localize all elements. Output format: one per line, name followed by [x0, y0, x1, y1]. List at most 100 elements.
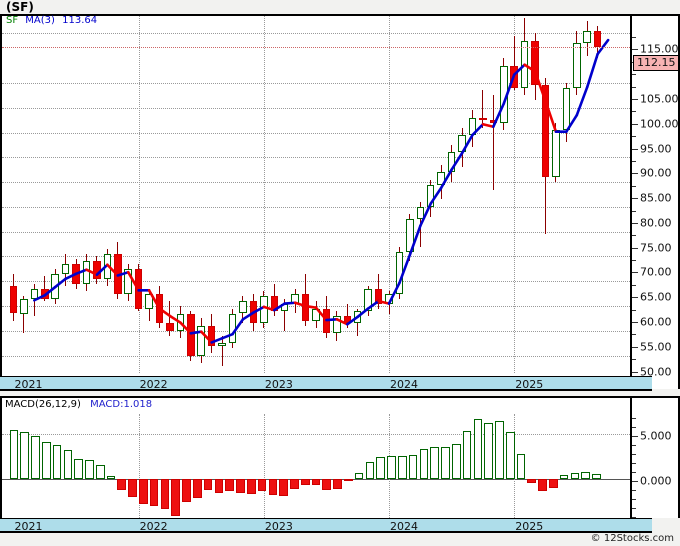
candle-up[interactable]: [416, 206, 425, 220]
candle-up[interactable]: [176, 313, 185, 331]
candle-up[interactable]: [61, 263, 70, 274]
price-plot-area[interactable]: [2, 16, 630, 373]
macd-bar-positive[interactable]: [20, 432, 29, 480]
candle-down[interactable]: [114, 254, 122, 294]
macd-bar-positive[interactable]: [559, 475, 569, 480]
candle-up[interactable]: [406, 219, 414, 252]
candle-up[interactable]: [458, 135, 466, 153]
macd-bar-positive[interactable]: [473, 419, 483, 480]
candle-down[interactable]: [155, 293, 164, 324]
macd-bar-positive[interactable]: [31, 435, 40, 480]
candle-up[interactable]: [500, 65, 508, 123]
candle-up[interactable]: [364, 288, 372, 312]
candle-up[interactable]: [218, 343, 226, 346]
macd-bar-positive[interactable]: [398, 455, 407, 480]
candle-down[interactable]: [593, 30, 602, 48]
candle-up[interactable]: [562, 87, 571, 131]
candle-up[interactable]: [437, 172, 445, 185]
candle-up[interactable]: [573, 43, 581, 88]
candle-up[interactable]: [260, 296, 268, 324]
candle-up[interactable]: [468, 117, 477, 135]
candle-up[interactable]: [30, 288, 39, 299]
macd-bar-negative[interactable]: [538, 479, 547, 491]
macd-bar-negative[interactable]: [322, 479, 332, 490]
candle-down[interactable]: [207, 325, 216, 346]
macd-bar-negative[interactable]: [225, 479, 234, 491]
macd-bar-negative[interactable]: [246, 479, 256, 494]
candle-down[interactable]: [41, 288, 49, 299]
macd-bar-positive[interactable]: [9, 430, 19, 480]
candle-down[interactable]: [322, 308, 331, 334]
macd-bar-positive[interactable]: [74, 459, 83, 480]
candle-up[interactable]: [552, 130, 560, 178]
macd-bar-negative[interactable]: [160, 479, 170, 509]
macd-bar-positive[interactable]: [592, 474, 601, 480]
candle-down[interactable]: [374, 288, 383, 304]
macd-bar-positive[interactable]: [63, 450, 73, 480]
candle-up[interactable]: [385, 293, 393, 304]
macd-bar-positive[interactable]: [430, 446, 439, 480]
candle-down[interactable]: [134, 268, 143, 309]
macd-bar-negative[interactable]: [300, 479, 310, 486]
candle-up[interactable]: [20, 298, 28, 314]
macd-bar-negative[interactable]: [290, 479, 299, 490]
macd-bar-negative[interactable]: [128, 479, 137, 498]
candle-up[interactable]: [197, 325, 205, 356]
macd-bar-negative[interactable]: [311, 479, 321, 486]
macd-bar-positive[interactable]: [441, 447, 450, 480]
candle-up[interactable]: [333, 315, 341, 334]
candle-down[interactable]: [9, 286, 18, 314]
macd-bar-negative[interactable]: [549, 479, 558, 489]
candle-down[interactable]: [301, 293, 310, 321]
candle-up[interactable]: [395, 251, 404, 294]
candle-up[interactable]: [145, 293, 153, 309]
macd-plot-area[interactable]: [2, 414, 630, 518]
candle-down[interactable]: [541, 85, 550, 178]
candle-down[interactable]: [343, 315, 352, 324]
candle-up[interactable]: [312, 308, 320, 321]
macd-bar-positive[interactable]: [516, 453, 526, 480]
macd-bar-positive[interactable]: [451, 443, 461, 480]
candle-down[interactable]: [510, 65, 518, 88]
macd-bar-negative[interactable]: [333, 479, 342, 490]
candle-up[interactable]: [51, 273, 59, 299]
macd-bar-positive[interactable]: [408, 454, 418, 480]
candle-up[interactable]: [239, 301, 247, 314]
macd-bar-negative[interactable]: [257, 479, 267, 491]
macd-bar-positive[interactable]: [365, 461, 375, 480]
macd-bar-negative[interactable]: [527, 479, 537, 484]
macd-bar-positive[interactable]: [570, 472, 580, 480]
macd-bar-positive[interactable]: [581, 471, 591, 480]
macd-bar-negative[interactable]: [182, 479, 191, 502]
candle-down[interactable]: [93, 261, 101, 279]
candle-up[interactable]: [103, 254, 112, 279]
macd-bar-negative[interactable]: [236, 479, 245, 493]
macd-bar-positive[interactable]: [495, 421, 504, 480]
candle-up[interactable]: [124, 268, 132, 294]
candle-down[interactable]: [187, 313, 195, 356]
macd-bar-positive[interactable]: [95, 464, 105, 480]
candle-up[interactable]: [353, 311, 362, 324]
macd-bar-negative[interactable]: [171, 479, 181, 517]
candle-down[interactable]: [249, 301, 258, 324]
macd-bar-positive[interactable]: [419, 449, 429, 480]
macd-bar-positive[interactable]: [376, 456, 386, 480]
macd-bar-negative[interactable]: [117, 479, 127, 490]
macd-bar-positive[interactable]: [462, 431, 472, 480]
macd-bar-positive[interactable]: [52, 444, 62, 480]
macd-bar-positive[interactable]: [85, 460, 94, 480]
candle-up[interactable]: [291, 293, 299, 304]
macd-bar-negative[interactable]: [279, 479, 288, 497]
candle-down[interactable]: [489, 120, 498, 123]
candle-up[interactable]: [228, 313, 237, 344]
macd-bar-positive[interactable]: [387, 455, 396, 480]
candle-down[interactable]: [270, 296, 279, 312]
candle-up[interactable]: [280, 303, 289, 312]
candle-down[interactable]: [479, 117, 487, 121]
macd-bar-negative[interactable]: [203, 479, 213, 490]
candle-up[interactable]: [82, 261, 91, 284]
candle-down[interactable]: [166, 323, 174, 331]
macd-bar-positive[interactable]: [41, 442, 51, 480]
candle-up[interactable]: [447, 152, 456, 173]
macd-bar-negative[interactable]: [149, 479, 159, 507]
